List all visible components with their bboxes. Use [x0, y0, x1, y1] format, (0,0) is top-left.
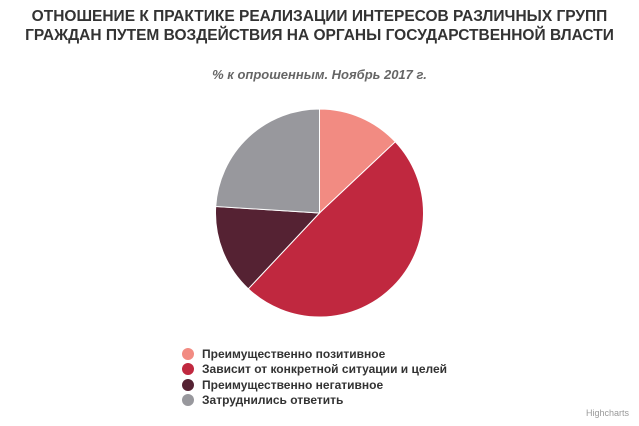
legend-label: Преимущественно негативное	[202, 377, 384, 392]
legend-symbol	[182, 363, 194, 376]
legend-label: Преимущественно позитивное	[202, 346, 386, 361]
legend-item[interactable]: Преимущественно негативное	[182, 377, 447, 393]
chart-subtitle: % к опрошенным. Ноябрь 2017 г.	[212, 67, 427, 82]
legend-symbol	[182, 347, 194, 360]
legend-symbol	[182, 378, 194, 391]
legend-label: Зависит от конкретной ситуации и целей	[202, 362, 448, 377]
pie-slice[interactable]	[247, 141, 424, 318]
legend-symbol	[182, 394, 194, 407]
legend: Преимущественно позитивное Зависит от ко…	[182, 346, 447, 408]
pie-slice[interactable]	[215, 205, 321, 290]
pie-slice[interactable]	[215, 108, 320, 214]
legend-item[interactable]: Зависит от конкретной ситуации и целей	[182, 362, 447, 378]
pie-slice[interactable]	[319, 108, 397, 215]
legend-item[interactable]: Затруднились ответить	[182, 393, 447, 409]
legend-item[interactable]: Преимущественно позитивное	[182, 346, 447, 362]
chart-title: ОТНОШЕНИЕ К ПРАКТИКЕ РЕАЛИЗАЦИИ ИНТЕРЕСО…	[25, 8, 614, 44]
credits-link[interactable]: Highcharts	[585, 408, 629, 418]
legend-label: Затруднились ответить	[202, 393, 344, 408]
